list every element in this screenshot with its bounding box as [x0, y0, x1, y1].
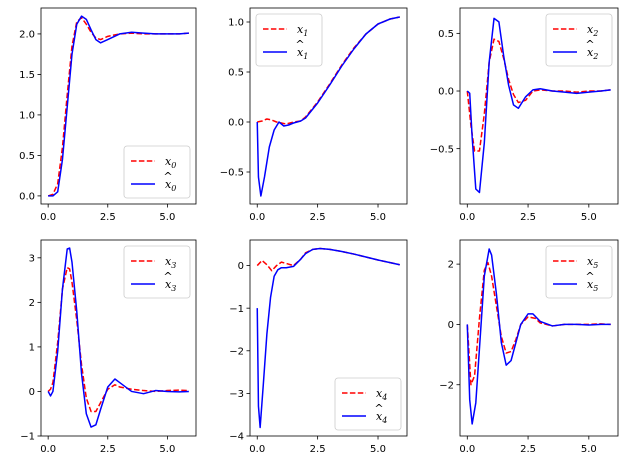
legend-label: x4 — [376, 410, 387, 425]
series-line-2-1 — [466, 17, 611, 194]
y-tick-label: 0.5 — [438, 29, 454, 40]
y-tick-label: 0.5 — [19, 151, 35, 162]
x-tick-label: 0.0 — [40, 444, 56, 455]
x-tick-label: 2.5 — [100, 212, 116, 223]
subplot-2: 0.0 2.5 5.0 −0.5 0.0 0.5 x2 x2^ — [430, 7, 619, 223]
y-tick-label: 1 — [29, 343, 35, 354]
x-tick-label: 2.5 — [520, 444, 536, 455]
legend-box — [545, 245, 613, 299]
legend-box — [334, 377, 402, 431]
y-tick-label: 2 — [448, 260, 454, 271]
x-tick-label: 5.0 — [159, 212, 175, 223]
subplot-0: 0.0 2.5 5.0 0.0 0.5 1.0 1.5 2.0 x0 x0^ — [19, 7, 197, 223]
series-line-0-1 — [48, 15, 189, 197]
x-tick-label: 0.0 — [249, 444, 265, 455]
legend-label: x2 — [587, 46, 598, 61]
series-line-3-0 — [47, 266, 189, 413]
legend-label: x3 — [165, 278, 176, 293]
y-tick-label: 0 — [448, 320, 454, 331]
y-tick-label: 3 — [29, 253, 35, 264]
x-tick-label: 0.0 — [249, 212, 265, 223]
series-line-1-1 — [256, 16, 400, 197]
legend: x0 x0^ — [123, 145, 191, 199]
axes-frame — [40, 239, 197, 437]
series-line-4-1 — [256, 247, 400, 429]
y-tick-label: 0 — [29, 387, 35, 398]
legend-hat: ^ — [163, 170, 172, 183]
legend-box — [123, 245, 191, 299]
legend-box — [545, 13, 613, 67]
y-tick-label: 1.0 — [19, 111, 35, 122]
x-tick-label: 0.0 — [459, 444, 475, 455]
x-tick-label: 5.0 — [159, 444, 175, 455]
axes-frame — [459, 239, 619, 437]
y-tick-label: 2 — [29, 298, 35, 309]
legend-label: x1 — [297, 46, 308, 61]
y-tick-label: −1 — [20, 432, 35, 443]
subplot-5: 0.0 2.5 5.0 −2 0 2 x5 x5^ — [439, 239, 619, 455]
y-tick-label: 1.5 — [19, 70, 35, 81]
y-tick-label: −2 — [229, 346, 244, 357]
y-tick-label: −3 — [229, 389, 244, 400]
legend-box — [255, 13, 323, 67]
y-tick-label: 0 — [238, 261, 244, 272]
axes-frame — [459, 7, 619, 205]
subplot-1: 0.0 2.5 5.0 −0.5 0.0 0.5 1.0 x1 x1^ — [220, 7, 408, 223]
legend-box — [123, 145, 191, 199]
x-tick-label: 2.5 — [100, 444, 116, 455]
series-line-5-1 — [466, 248, 611, 425]
x-tick-label: 0.0 — [459, 212, 475, 223]
legend-label: x2 — [587, 23, 598, 38]
y-tick-label: 0.0 — [438, 87, 454, 98]
x-tick-label: 5.0 — [370, 444, 386, 455]
x-tick-label: 5.0 — [581, 444, 597, 455]
x-tick-label: 2.5 — [310, 212, 326, 223]
y-tick-label: 1.0 — [228, 18, 244, 29]
legend-label: x5 — [587, 278, 598, 293]
y-tick-label: −4 — [229, 432, 244, 443]
x-tick-label: 5.0 — [581, 212, 597, 223]
legend-hat: ^ — [374, 402, 383, 415]
axes-frame — [40, 7, 197, 205]
y-tick-label: 0.5 — [228, 68, 244, 79]
axes-frame — [249, 7, 408, 205]
y-tick-label: −0.5 — [430, 144, 454, 155]
series-line-3-1 — [47, 247, 189, 428]
subplot-3: 0.0 2.5 5.0 −1 0 1 2 3 x3 x3^ — [20, 239, 197, 455]
legend-label: x4 — [376, 387, 387, 402]
legend: x5 x5^ — [545, 245, 613, 299]
legend-hat: ^ — [585, 270, 594, 283]
legend: x4 x4^ — [334, 377, 402, 431]
legend-hat: ^ — [585, 38, 594, 51]
y-tick-label: −1 — [229, 304, 244, 315]
x-tick-label: 5.0 — [370, 212, 386, 223]
legend-label: x0 — [165, 155, 176, 170]
legend-hat: ^ — [163, 270, 172, 283]
x-tick-label: 2.5 — [520, 212, 536, 223]
y-tick-label: 0.0 — [228, 118, 244, 129]
y-tick-label: −2 — [439, 380, 454, 391]
legend-label: x3 — [165, 255, 176, 270]
legend: x1 x1^ — [255, 13, 323, 67]
series-line-2-0 — [466, 38, 611, 152]
x-tick-label: 2.5 — [310, 444, 326, 455]
y-tick-label: 0.0 — [19, 192, 35, 203]
x-tick-label: 0.0 — [40, 212, 56, 223]
legend-label: x1 — [297, 23, 308, 38]
subplot-4: 0.0 2.5 5.0 −4 −3 −2 −1 0 x4 x4^ — [229, 239, 408, 455]
y-tick-label: 2.0 — [19, 30, 35, 41]
legend-label: x5 — [587, 255, 598, 270]
legend-label: x0 — [165, 178, 176, 193]
axes-frame — [249, 239, 408, 437]
legend: x3 x3^ — [123, 245, 191, 299]
legend: x2 x2^ — [545, 13, 613, 67]
y-tick-label: −0.5 — [220, 168, 244, 179]
legend-hat: ^ — [295, 38, 304, 51]
